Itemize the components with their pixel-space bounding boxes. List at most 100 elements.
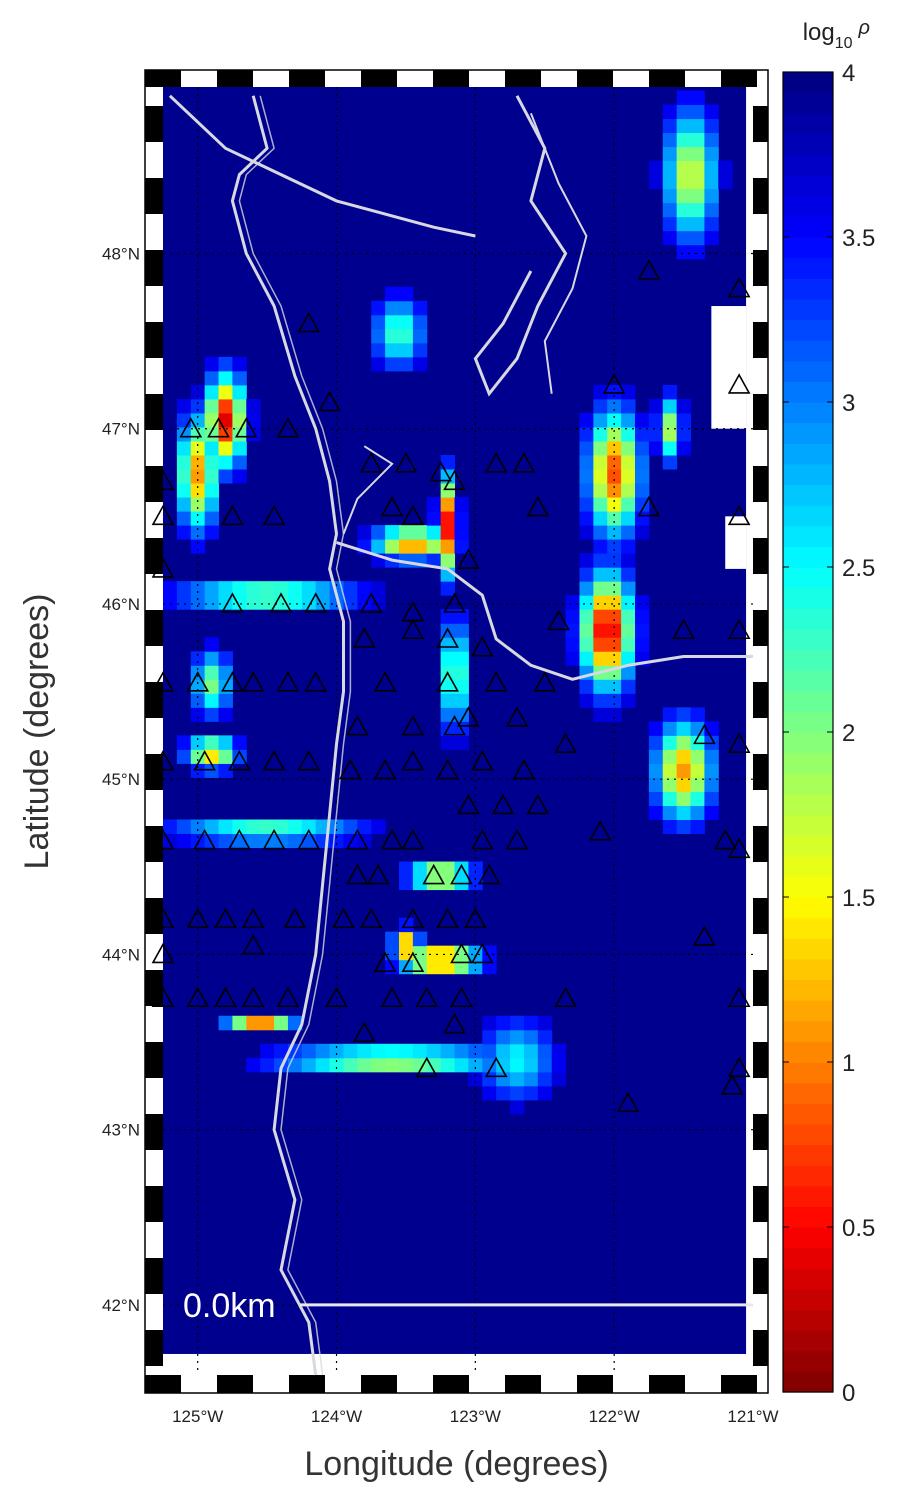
resistivity-cell bbox=[274, 1015, 289, 1031]
resistivity-cell bbox=[704, 202, 719, 218]
resistivity-cell bbox=[218, 749, 233, 764]
y-axis-label: Latitude (degrees) bbox=[18, 594, 56, 870]
colorbar-swatch bbox=[783, 505, 833, 527]
resistivity-cell bbox=[468, 861, 483, 877]
resistivity-cell bbox=[454, 511, 469, 526]
resistivity-cell bbox=[274, 1043, 289, 1059]
resistivity-cell bbox=[676, 426, 692, 442]
coastline-path bbox=[238, 95, 352, 1376]
resistivity-cell bbox=[496, 1085, 511, 1101]
resistivity-cell bbox=[648, 160, 664, 176]
resistivity-cell bbox=[218, 384, 233, 400]
resistivity-cell bbox=[607, 553, 622, 568]
frame-segment-left bbox=[145, 106, 163, 142]
resistivity-cell bbox=[676, 440, 692, 456]
resistivity-cell bbox=[523, 1085, 539, 1101]
resistivity-cell bbox=[371, 356, 386, 372]
resistivity-cell bbox=[371, 1057, 386, 1073]
resistivity-cell bbox=[690, 174, 705, 190]
resistivity-cell bbox=[468, 1057, 483, 1073]
colorbar-swatch bbox=[783, 1350, 833, 1372]
colorbar-swatch bbox=[783, 443, 833, 465]
resistivity-cell bbox=[662, 216, 678, 232]
depth-scale: 0.0km bbox=[183, 1287, 753, 1325]
station-triangle bbox=[345, 714, 369, 736]
resistivity-cell bbox=[412, 931, 428, 947]
resistivity-cell bbox=[704, 160, 719, 176]
resistivity-cell bbox=[232, 735, 247, 750]
resistivity-cell bbox=[621, 679, 636, 694]
resistivity-cell bbox=[621, 595, 636, 610]
colorbar-tick-label: 1 bbox=[842, 1050, 855, 1077]
frame-segment-right bbox=[753, 1258, 768, 1294]
station-triangle bbox=[450, 863, 473, 885]
resistivity-cell bbox=[593, 637, 608, 652]
colorbar-swatch bbox=[783, 711, 833, 733]
station-triangle bbox=[373, 671, 397, 692]
station-triangle bbox=[484, 452, 508, 473]
longitude-tick-label: 122°W bbox=[589, 1407, 640, 1426]
frame-segment-top bbox=[505, 70, 541, 87]
resistivity-cell bbox=[329, 819, 344, 835]
resistivity-cell bbox=[607, 483, 622, 498]
resistivity-cell bbox=[454, 637, 469, 652]
resistivity-cell bbox=[204, 455, 220, 470]
colorbar-swatch bbox=[783, 1144, 833, 1166]
resistivity-cell bbox=[260, 1057, 275, 1073]
resistivity-cell bbox=[482, 1029, 497, 1045]
resistivity-cell bbox=[482, 1071, 497, 1087]
resistivity-cell bbox=[190, 707, 206, 722]
resistivity-cell bbox=[690, 230, 705, 246]
resistivity-cell bbox=[579, 637, 594, 652]
resistivity-cell bbox=[621, 623, 636, 638]
resistivity-cell bbox=[440, 945, 456, 961]
resistivity-cell bbox=[329, 833, 344, 849]
frame-segment-left bbox=[145, 898, 163, 934]
frame-segment-right bbox=[753, 610, 768, 646]
frame-segment-top bbox=[577, 70, 613, 87]
resistivity-cell bbox=[246, 595, 261, 610]
station-triangle bbox=[151, 750, 175, 771]
resistivity-cell bbox=[704, 188, 719, 204]
resistivity-cell bbox=[523, 1029, 539, 1045]
resistivity-cell bbox=[593, 623, 608, 638]
resistivity-cell bbox=[690, 763, 705, 778]
resistivity-cell bbox=[648, 440, 664, 456]
resistivity-cell bbox=[662, 146, 678, 162]
resistivity-cell bbox=[204, 384, 220, 400]
frame-segment-right bbox=[753, 1330, 768, 1366]
resistivity-cell bbox=[204, 763, 220, 778]
station-triangle bbox=[602, 373, 626, 394]
colorbar-swatch bbox=[783, 690, 833, 712]
resistivity-cell bbox=[510, 1029, 525, 1045]
resistivity-cell bbox=[190, 412, 206, 428]
colorbar-swatch bbox=[783, 195, 833, 217]
resistivity-cell bbox=[218, 440, 233, 456]
resistivity-cell bbox=[399, 328, 414, 344]
colorbar-swatch bbox=[783, 1041, 833, 1063]
station-triangle bbox=[401, 618, 425, 640]
resistivity-cell bbox=[176, 469, 192, 484]
colorbar-swatch bbox=[783, 1330, 833, 1352]
resistivity-cell bbox=[690, 749, 705, 764]
colorbar-swatch bbox=[783, 855, 833, 877]
station-triangle bbox=[234, 417, 258, 438]
station-triangle bbox=[436, 758, 459, 780]
resistivity-cell bbox=[496, 1057, 511, 1073]
resistivity-cell bbox=[426, 959, 442, 975]
station-triangle bbox=[269, 592, 293, 613]
resistivity-cell bbox=[690, 90, 705, 106]
resistivity-cell bbox=[385, 328, 400, 344]
resistivity-cell bbox=[593, 581, 608, 596]
colorbar-swatch bbox=[783, 546, 833, 568]
resistivity-cell bbox=[690, 160, 705, 176]
resistivity-cell bbox=[260, 1043, 275, 1059]
resistivity-cell bbox=[274, 819, 289, 835]
station-triangle bbox=[359, 592, 383, 613]
colorbar-swatch bbox=[783, 1062, 833, 1084]
resistivity-cell bbox=[190, 469, 206, 484]
colorbar-swatch bbox=[783, 938, 833, 960]
frame-segment-left bbox=[145, 466, 163, 502]
frame-segment-right bbox=[753, 466, 768, 502]
station-triangle bbox=[637, 495, 661, 517]
